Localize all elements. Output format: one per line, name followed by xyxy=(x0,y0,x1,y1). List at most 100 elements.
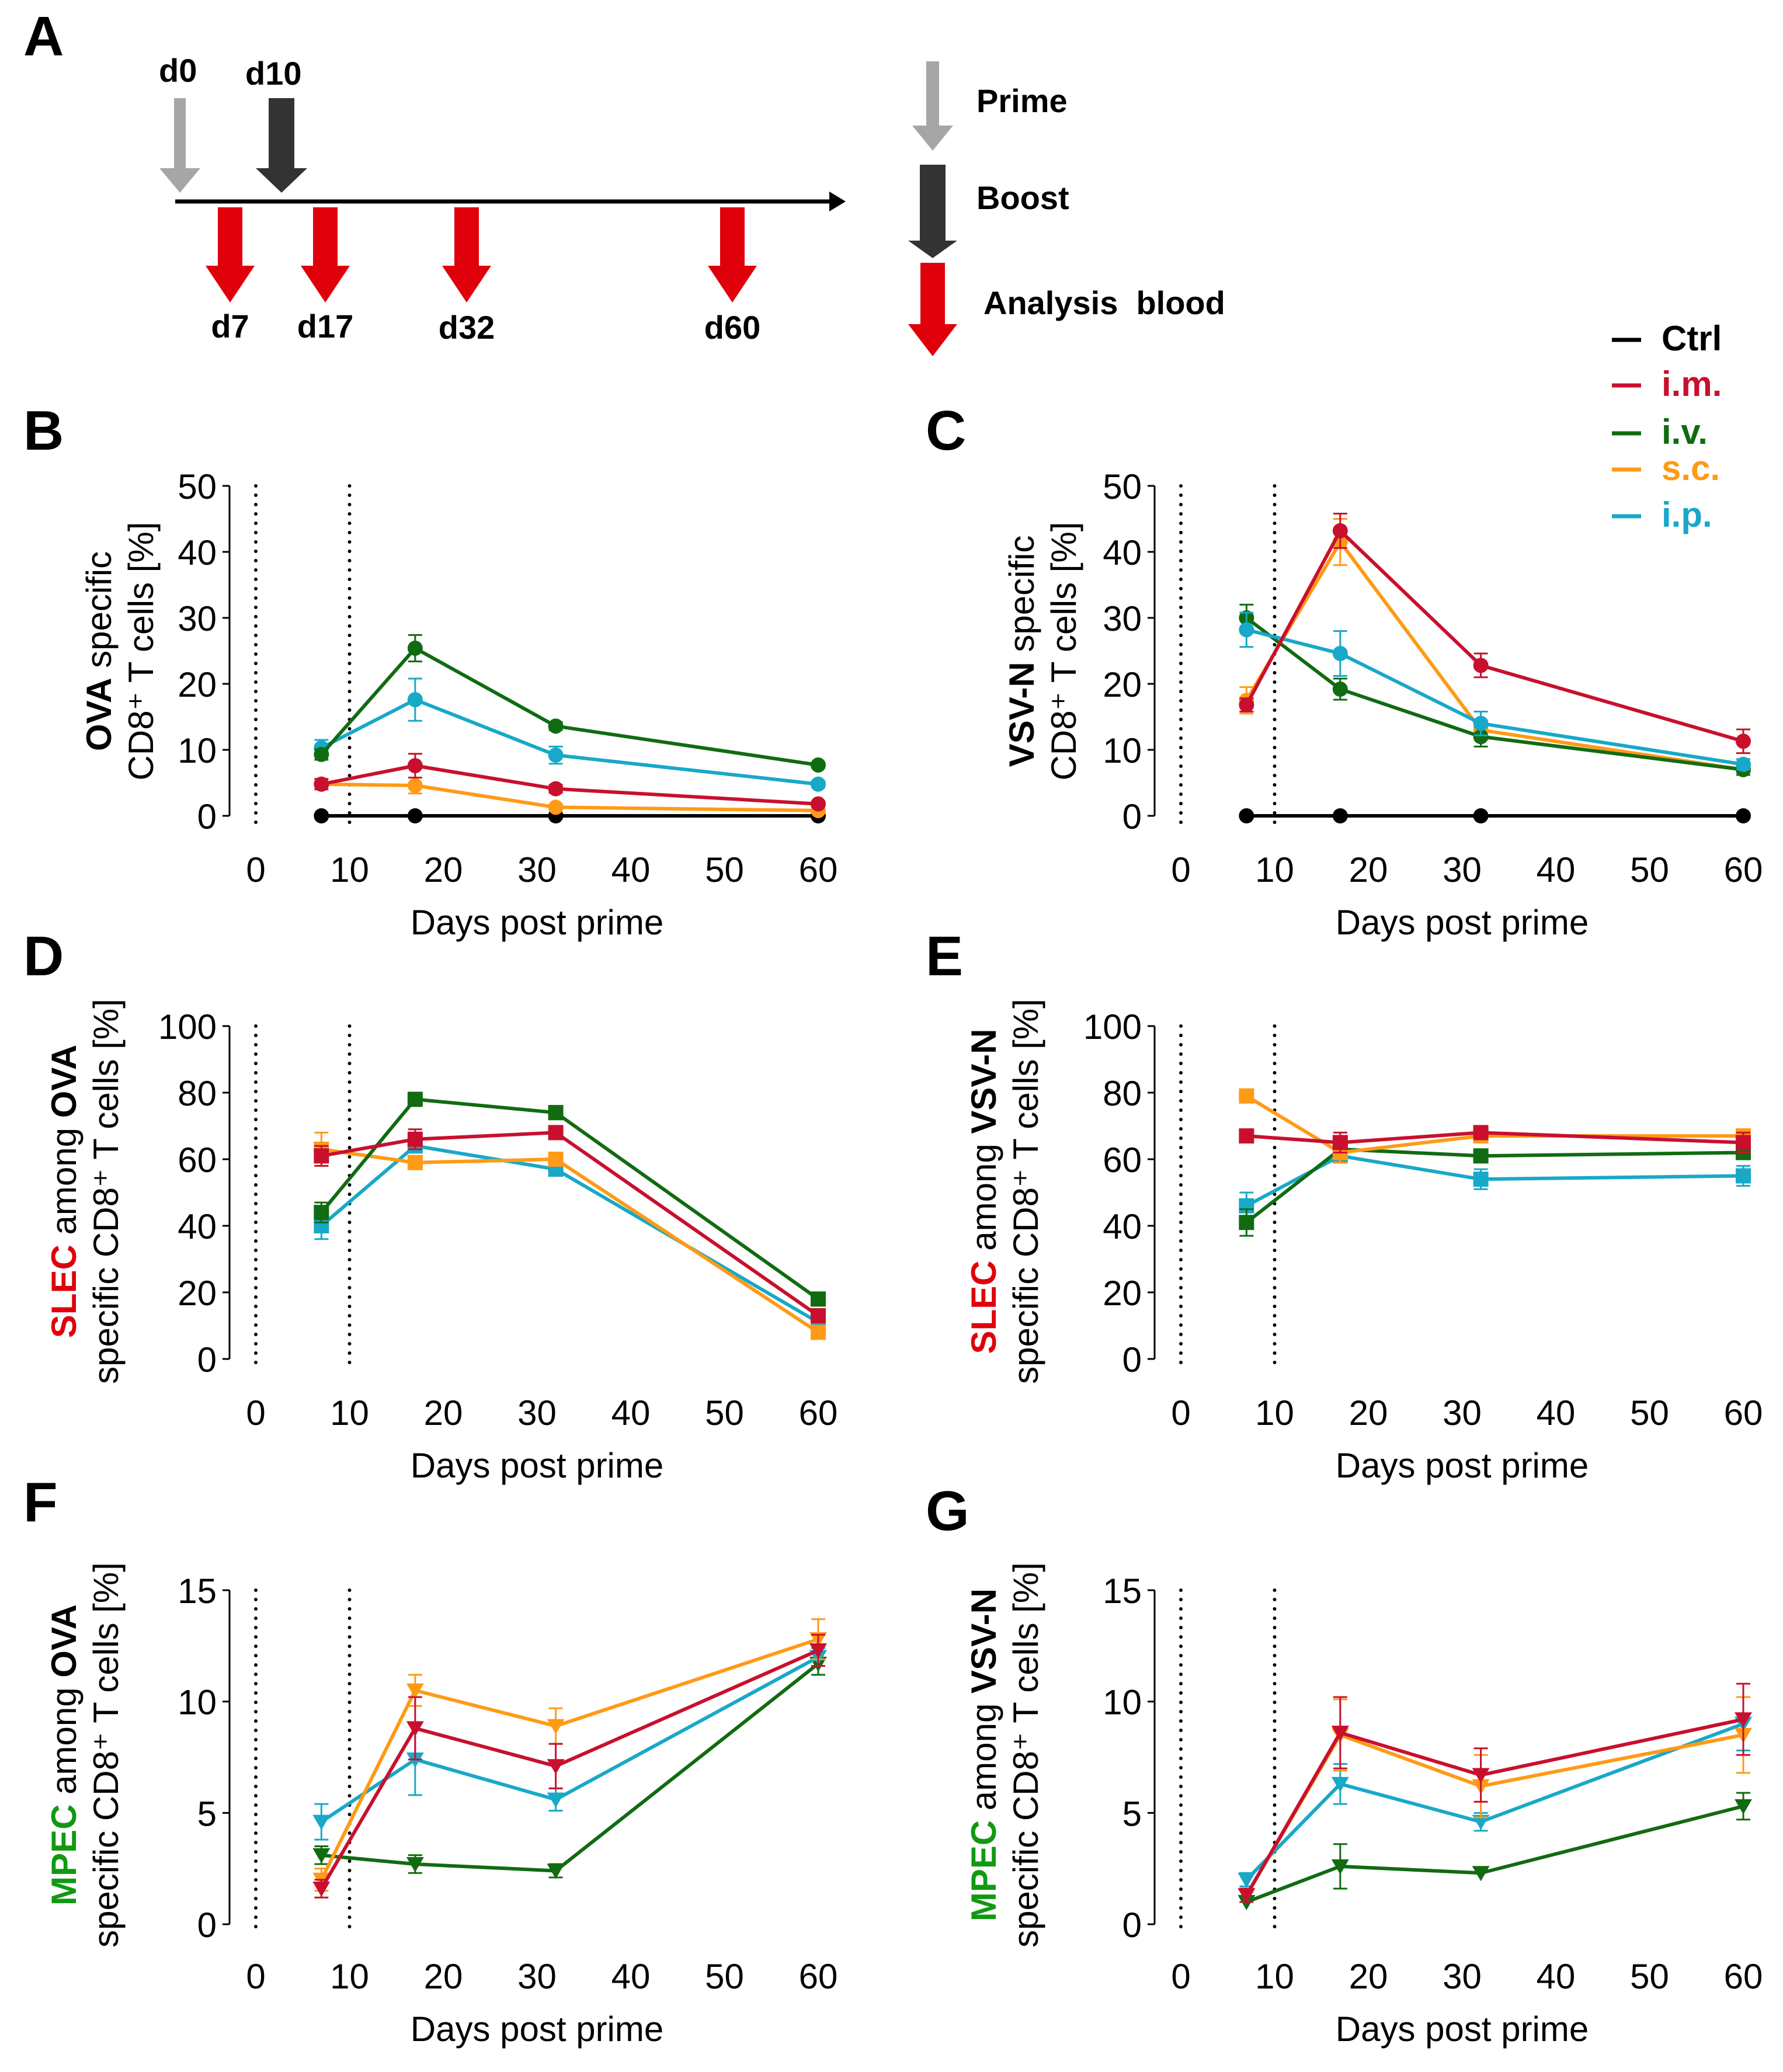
series-line-d-ip xyxy=(320,1144,819,1324)
x-tick-label-b-6: 60 xyxy=(799,850,838,889)
data-point-c-iv-1 xyxy=(1332,682,1348,697)
data-point-e-iv-0 xyxy=(1239,1215,1254,1230)
y-tick-label-g-1: 5 xyxy=(1122,1794,1142,1833)
x-tick-label-d-4: 40 xyxy=(611,1393,651,1433)
data-point-f-ip-2 xyxy=(547,1792,565,1808)
data-point-d-sc-1 xyxy=(407,1155,423,1170)
data-point-g-iv-2 xyxy=(1472,1866,1490,1882)
series-b-ip xyxy=(314,677,826,792)
x-tick-label-d-6: 60 xyxy=(799,1393,838,1433)
timeline-axis xyxy=(175,192,846,211)
y-tick-label-c-3: 30 xyxy=(1103,599,1142,638)
series-line-f-im xyxy=(319,1649,819,1890)
y-tick-label-g-3: 15 xyxy=(1103,1572,1142,1611)
chart-panel-d: D 0 20 40 60 80 100 0 10 20 30 40 50 60 Days post prim… xyxy=(23,925,837,1485)
x-axis-label-b: Days post prime xyxy=(411,903,663,942)
y-tick-label-e-1: 20 xyxy=(1103,1274,1142,1313)
series-c-ip xyxy=(1239,611,1751,772)
data-point-b-iv-3 xyxy=(811,757,826,773)
y-tick-label-b-0: 0 xyxy=(197,797,217,836)
series-line-b-ip xyxy=(320,698,819,786)
series-f-iv xyxy=(312,1652,827,1879)
data-point-f-sc-2 xyxy=(547,1719,565,1734)
x-tick-label-c-1: 10 xyxy=(1255,850,1294,889)
data-point-f-im-2 xyxy=(547,1759,565,1775)
series-g-sc xyxy=(1238,1696,1752,1904)
y-axis-label-c: VSV-N specific CD8⁺ T cells [%] xyxy=(1002,522,1083,781)
x-tick-label-e-3: 30 xyxy=(1443,1393,1482,1433)
series-line-f-ip xyxy=(320,1655,819,1824)
x-tick-label-f-0: 0 xyxy=(246,1957,265,1996)
y-label-line1-f: MPEC among OVA xyxy=(44,1604,84,1906)
data-point-f-im-1 xyxy=(406,1721,424,1737)
y-label-among-e: among xyxy=(964,1134,1003,1261)
x-tick-label-e-1: 10 xyxy=(1255,1393,1294,1433)
data-point-e-iv-2 xyxy=(1473,1148,1489,1164)
data-point-b-ip-2 xyxy=(548,748,564,763)
series-d-im xyxy=(314,1125,826,1323)
x-axis-label-e: Days post prime xyxy=(1336,1446,1589,1485)
y-axis-label-d: SLEC among OVA specific CD8⁺ T cells [%] xyxy=(44,999,126,1384)
data-point-d-sc-2 xyxy=(548,1152,564,1167)
x-tick-label-b-5: 50 xyxy=(705,850,744,889)
chart-panel-c: C 0 10 20 30 40 50 0 10 20 30 40 50 60 Days post prime… xyxy=(926,399,1763,942)
y-label-among-f: among xyxy=(44,1678,84,1805)
data-point-b-im-0 xyxy=(314,776,329,792)
data-point-g-im-1 xyxy=(1331,1726,1349,1741)
data-point-g-ip-1 xyxy=(1331,1777,1349,1792)
panel-label-d: D xyxy=(23,925,64,988)
series-b-sc xyxy=(314,776,826,818)
y-tick-label-e-3: 60 xyxy=(1103,1141,1142,1180)
series-e-sc xyxy=(1239,1088,1751,1164)
x-axis-label-d: Days post prime xyxy=(411,1446,663,1485)
x-tick-label-e-2: 20 xyxy=(1349,1393,1388,1433)
data-point-e-ip-2 xyxy=(1473,1171,1489,1187)
day-label-d7: d7 xyxy=(211,308,249,345)
series-line-f-iv xyxy=(321,1662,819,1873)
legend-analysis-label: Analysis blood xyxy=(983,284,1225,321)
data-point-b-sc-2 xyxy=(548,799,564,815)
y-label-specific-b: specific xyxy=(79,551,119,678)
data-point-b-iv-1 xyxy=(407,640,423,656)
data-point-c-ip-3 xyxy=(1736,756,1751,772)
series-b-iv xyxy=(314,634,826,773)
analysis-arrow-d60 xyxy=(708,207,757,303)
x-tick-label-b-3: 30 xyxy=(517,850,557,889)
y-tick-label-f-2: 10 xyxy=(178,1683,217,1722)
analysis-arrow-d7 xyxy=(206,207,255,303)
data-point-c-ip-2 xyxy=(1473,715,1489,731)
y-label-specific-c: specific xyxy=(1002,536,1041,662)
x-tick-label-e-5: 50 xyxy=(1630,1393,1669,1433)
y-tick-label-b-5: 50 xyxy=(178,467,217,506)
series-line-b-im xyxy=(321,764,819,806)
data-point-b-ip-3 xyxy=(811,776,826,792)
analysis-arrow-d17 xyxy=(301,207,350,303)
data-point-d-im-3 xyxy=(811,1308,826,1323)
x-tick-label-e-4: 40 xyxy=(1537,1393,1576,1433)
series-f-im xyxy=(312,1633,827,1899)
data-point-b-ctrl-0 xyxy=(314,808,329,823)
x-tick-label-c-0: 0 xyxy=(1171,850,1190,889)
x-tick-label-g-6: 60 xyxy=(1724,1957,1763,1996)
series-line-g-ip xyxy=(1245,1722,1744,1881)
y-label-cell-type-e: SLEC xyxy=(964,1260,1003,1354)
y-tick-label-c-2: 20 xyxy=(1103,665,1142,704)
data-point-c-ctrl-1 xyxy=(1332,808,1348,823)
y-label-among-g: among xyxy=(964,1694,1003,1820)
legend-analysis-arrow xyxy=(908,263,957,356)
data-point-c-im-0 xyxy=(1239,697,1254,713)
x-tick-label-f-1: 10 xyxy=(330,1957,369,1996)
data-point-c-ip-0 xyxy=(1239,622,1254,638)
series-line-e-im xyxy=(1246,1131,1744,1145)
series-line-f-sc xyxy=(319,1638,819,1881)
series-e-iv xyxy=(1239,1141,1751,1237)
series-d-iv xyxy=(314,1091,826,1307)
series-g-ip xyxy=(1238,1696,1752,1888)
x-tick-label-f-5: 50 xyxy=(705,1957,744,1996)
data-point-g-im-3 xyxy=(1735,1712,1752,1728)
data-point-b-iv-2 xyxy=(548,718,564,734)
data-point-e-ip-3 xyxy=(1736,1168,1751,1184)
data-point-e-im-0 xyxy=(1239,1128,1254,1144)
